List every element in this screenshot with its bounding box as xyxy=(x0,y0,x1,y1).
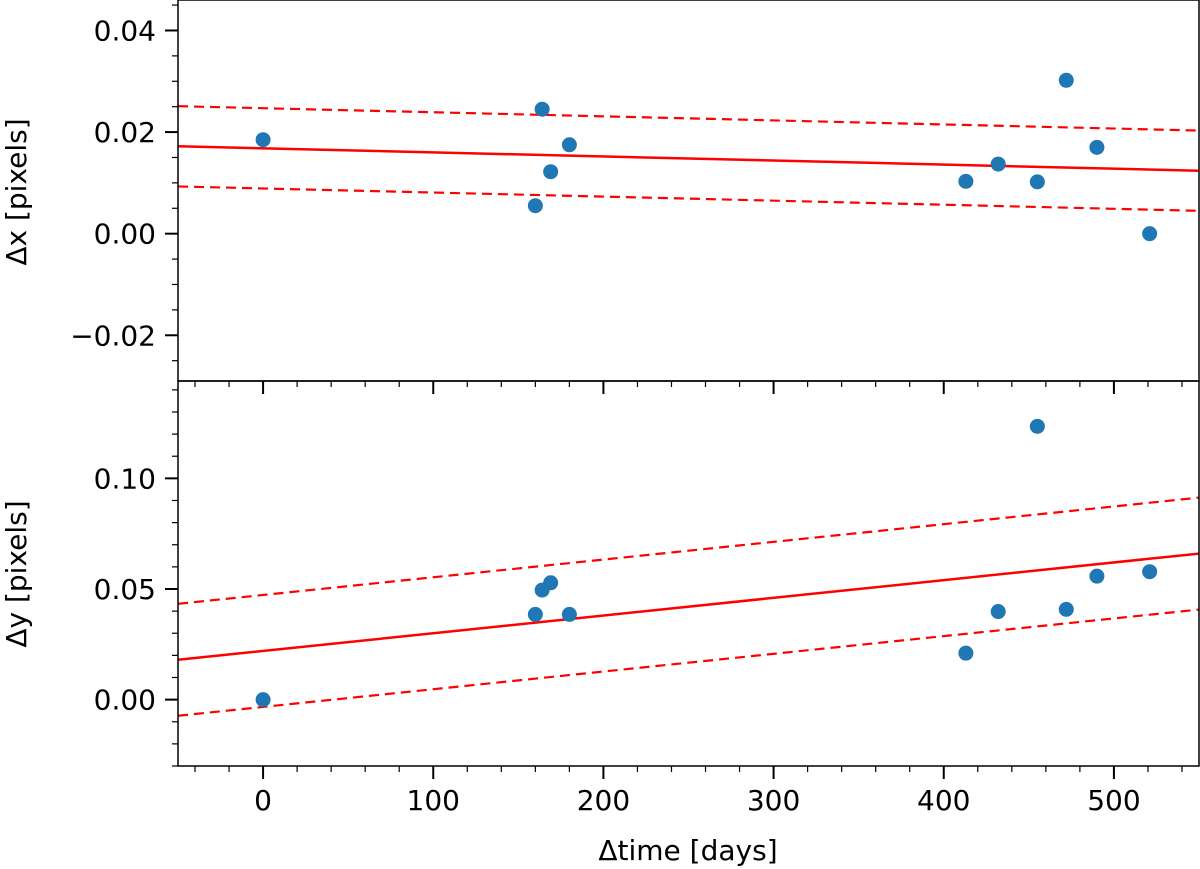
bottom-data-point xyxy=(1058,601,1074,617)
bottom-upper-band xyxy=(177,496,1200,605)
top-y-tick-label: −0.02 xyxy=(70,319,156,352)
bottom-data-point xyxy=(527,606,543,622)
top-y-tick-label: 0.04 xyxy=(94,14,156,47)
top-data-point xyxy=(990,156,1006,172)
top-upper-band xyxy=(177,105,1200,132)
top-major-ticks: −0.02 0.00 0.02 0.04 xyxy=(70,14,1115,394)
x-tick-label: 0 xyxy=(254,784,272,817)
bottom-data-point xyxy=(1142,564,1158,580)
bottom-points xyxy=(255,418,1158,708)
top-data-point xyxy=(543,164,559,180)
top-lower-band xyxy=(177,185,1200,212)
bottom-y-tick-label: 0.05 xyxy=(94,573,156,606)
x-tick-label: 500 xyxy=(1087,784,1140,817)
x-tick-label: 300 xyxy=(747,784,800,817)
bottom-minor-ticks xyxy=(172,389,1183,772)
x-tick-label: 200 xyxy=(577,784,630,817)
top-fit-lines xyxy=(177,105,1200,212)
x-axis-title: Δtime [days] xyxy=(598,834,777,867)
top-data-point xyxy=(534,101,550,117)
x-tick-label: 100 xyxy=(407,784,460,817)
top-data-point xyxy=(1058,72,1074,88)
bottom-major-ticks: 0.00 0.05 0.10 0 100 200 300 400 500 xyxy=(94,462,1141,817)
bottom-axes-frame xyxy=(177,380,1200,767)
bottom-data-point xyxy=(1029,418,1045,434)
top-points xyxy=(255,72,1158,242)
bottom-data-point xyxy=(958,645,974,661)
bottom-data-point xyxy=(543,575,559,591)
bottom-fit-line xyxy=(177,552,1200,662)
x-tick-label: 400 xyxy=(917,784,970,817)
bottom-fit-lines xyxy=(177,496,1200,717)
panel-bottom: 0.00 0.05 0.10 0 100 200 300 400 500 Δy [pixels]… xyxy=(0,380,1200,867)
top-data-point xyxy=(1089,139,1105,155)
bottom-y-axis-title: Δy [pixels] xyxy=(0,500,33,647)
top-data-point xyxy=(255,132,271,148)
bottom-data-point xyxy=(561,606,577,622)
top-data-point xyxy=(1142,226,1158,242)
bottom-data-point xyxy=(1089,568,1105,584)
top-y-axis-title: Δx [pixels] xyxy=(0,118,33,265)
bottom-data-point xyxy=(990,604,1006,620)
top-data-point xyxy=(561,137,577,153)
top-y-tick-label: 0.02 xyxy=(94,116,156,149)
top-fit-line xyxy=(177,145,1200,172)
top-data-point xyxy=(958,173,974,189)
top-minor-ticks xyxy=(172,4,1183,387)
bottom-data-point xyxy=(255,692,271,708)
bottom-y-tick-label: 0.00 xyxy=(94,684,156,717)
top-y-tick-label: 0.00 xyxy=(94,218,156,251)
top-data-point xyxy=(1029,174,1045,190)
top-data-point xyxy=(527,198,543,214)
bottom-lower-band xyxy=(177,608,1200,717)
panel-top: −0.02 0.00 0.02 0.04 Δx [pixels] xyxy=(0,0,1200,394)
bottom-y-tick-label: 0.10 xyxy=(94,462,156,495)
